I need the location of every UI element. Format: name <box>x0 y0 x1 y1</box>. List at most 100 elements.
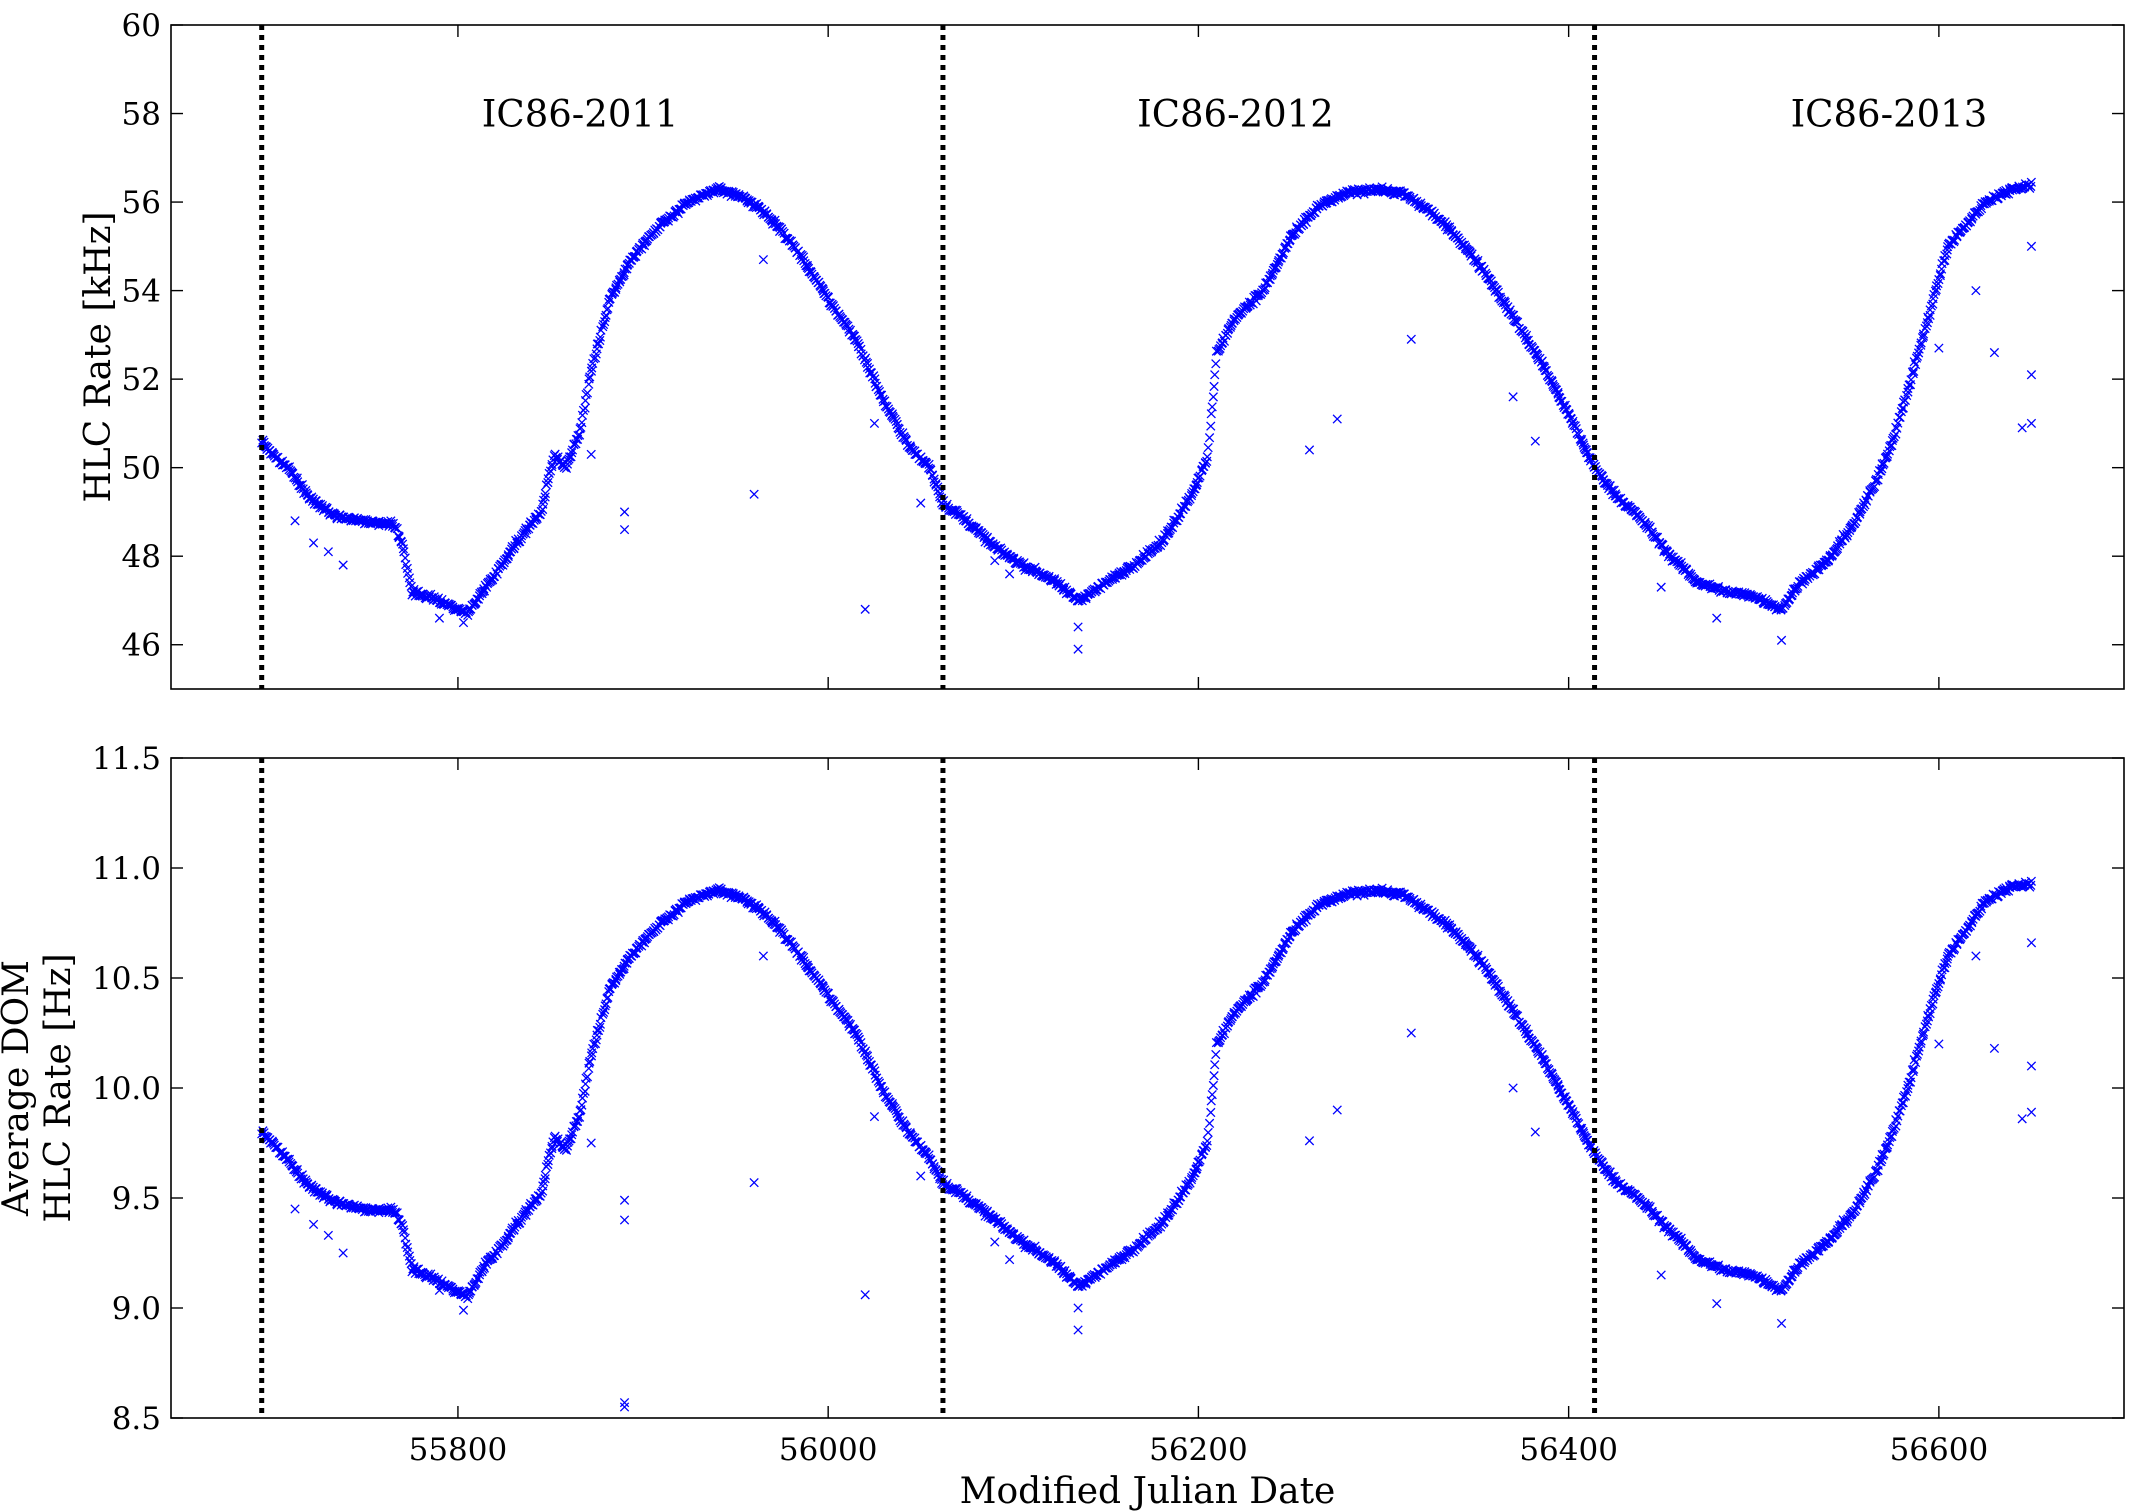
data-point <box>1540 365 1550 376</box>
data-point <box>1215 343 1225 354</box>
y-tick-label: 9.0 <box>112 1291 161 1327</box>
data-point <box>1882 1142 1892 1152</box>
data-point <box>1871 1166 1881 1177</box>
data-point <box>1906 375 1916 385</box>
data-point <box>543 477 553 488</box>
data-point <box>1787 590 1797 600</box>
data-point <box>860 1290 870 1300</box>
data-point <box>2026 880 2036 891</box>
data-point <box>398 1225 409 1235</box>
data-point <box>818 286 829 296</box>
data-point <box>776 224 787 234</box>
data-point <box>2026 177 2036 187</box>
data-point <box>540 1174 550 1184</box>
y-tick-label: 10.0 <box>92 1071 161 1107</box>
data-point <box>1155 1222 1166 1232</box>
data-point <box>580 403 590 413</box>
data-point <box>1406 334 1416 344</box>
data-point <box>1884 446 1894 456</box>
y-tick-label: 54 <box>122 274 161 310</box>
data-point <box>1879 1149 1889 1159</box>
data-point <box>1920 1022 1930 1032</box>
data-point <box>870 1070 880 1080</box>
data-point <box>852 336 862 346</box>
data-point <box>1925 1004 1935 1014</box>
data-point <box>515 1218 525 1228</box>
data-point <box>802 260 813 271</box>
data-point <box>1967 214 1977 224</box>
data-point <box>898 1116 908 1126</box>
data-point <box>401 1239 411 1249</box>
data-point <box>1893 1111 1903 1121</box>
data-point <box>619 270 629 280</box>
data-point <box>1211 1049 1221 1060</box>
data-point <box>1712 613 1722 623</box>
data-point <box>1918 1027 1929 1037</box>
data-point <box>1508 392 1518 402</box>
data-point <box>1210 370 1220 380</box>
data-point <box>853 338 863 349</box>
data-point <box>1219 1028 1230 1039</box>
y-tick-label: 50 <box>122 451 161 487</box>
data-point <box>1245 993 1255 1003</box>
data-point <box>862 1051 873 1061</box>
data-point <box>584 1058 594 1068</box>
data-point <box>1834 1220 1845 1231</box>
data-point <box>619 1195 630 1205</box>
data-point <box>767 918 778 928</box>
data-point <box>1530 436 1540 446</box>
data-point <box>870 378 880 388</box>
data-point <box>580 1086 590 1096</box>
data-point <box>1842 531 1852 541</box>
data-point <box>1918 329 1929 339</box>
data-point <box>767 219 778 229</box>
data-point <box>458 1305 469 1315</box>
data-point <box>1989 1043 2000 1054</box>
data-point <box>1913 1046 1924 1056</box>
data-point <box>1933 982 1943 992</box>
data-point <box>1676 557 1686 568</box>
data-point <box>2026 876 2036 886</box>
data-point <box>776 925 787 935</box>
data-point <box>1304 1136 1315 1146</box>
data-point <box>1073 1303 1083 1313</box>
data-point <box>869 371 879 381</box>
x-tick-label: 56600 <box>1890 1432 1989 1468</box>
data-point <box>604 986 614 997</box>
plot-frame <box>170 24 2125 690</box>
data-point <box>1271 262 1281 272</box>
data-point <box>598 321 608 332</box>
data-point <box>463 610 473 621</box>
data-point <box>849 331 860 341</box>
data-point <box>1213 346 1223 356</box>
data-point <box>1842 1217 1852 1227</box>
data-point <box>1508 1083 1518 1093</box>
data-point <box>1332 1105 1342 1115</box>
plot-frame <box>170 757 2125 1419</box>
data-point <box>2026 1061 2037 1071</box>
data-point <box>1916 338 1926 348</box>
data-point <box>473 594 484 604</box>
data-point <box>1540 1059 1550 1069</box>
data-point <box>595 335 605 346</box>
data-point <box>1570 421 1580 431</box>
data-point <box>1208 1080 1219 1091</box>
data-point <box>1908 1066 1918 1077</box>
data-point <box>1918 1029 1929 1039</box>
data-point <box>1204 1118 1215 1128</box>
data-point <box>1912 351 1923 361</box>
data-point <box>535 509 545 520</box>
data-point <box>584 374 594 384</box>
data-point <box>849 1025 860 1035</box>
data-point <box>1203 442 1213 453</box>
data-point <box>619 1402 630 1412</box>
data-point <box>2014 183 2024 193</box>
season-label: IC86-2011 <box>482 93 679 136</box>
data-point <box>1712 1298 1722 1309</box>
data-point <box>509 1225 519 1235</box>
data-point <box>598 319 609 330</box>
data-point <box>852 1029 862 1040</box>
data-point <box>544 468 554 479</box>
data-point <box>1209 381 1219 392</box>
data-point <box>615 969 625 979</box>
